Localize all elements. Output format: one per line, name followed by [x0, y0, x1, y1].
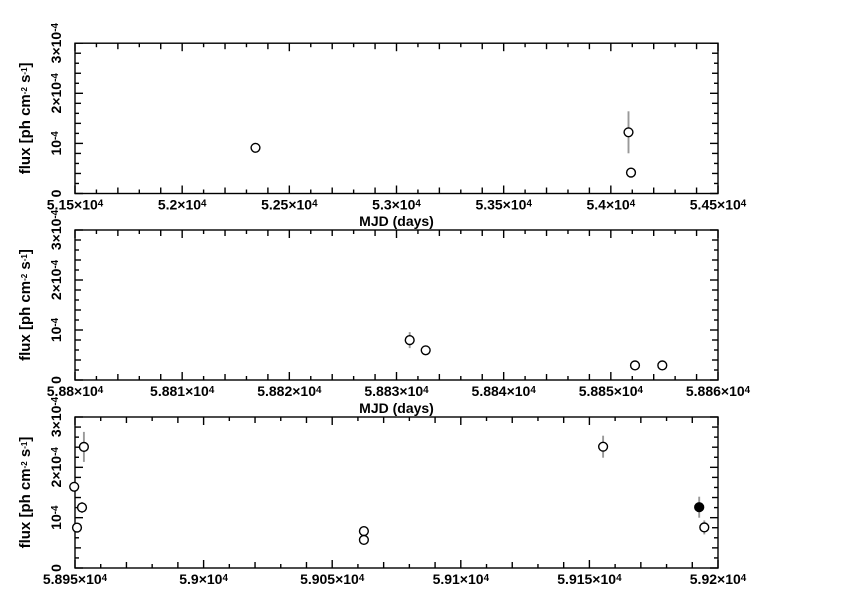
svg-text:5.4×104: 5.4×104 — [586, 197, 635, 213]
svg-text:5.895×104: 5.895×104 — [43, 571, 108, 587]
svg-text:0: 0 — [48, 564, 64, 572]
svg-text:5.9×104: 5.9×104 — [179, 571, 228, 587]
svg-text:0: 0 — [48, 189, 64, 197]
svg-text:flux [ph cm-2 s-1]: flux [ph cm-2 s-1] — [17, 62, 34, 174]
svg-text:flux [ph cm-2 s-1]: flux [ph cm-2 s-1] — [17, 437, 34, 549]
svg-text:5.885×104: 5.885×104 — [579, 383, 644, 399]
svg-text:5.884×104: 5.884×104 — [472, 383, 537, 399]
svg-text:5.25×104: 5.25×104 — [261, 197, 318, 213]
svg-text:MJD (days): MJD (days) — [359, 400, 434, 416]
svg-text:MJD (days): MJD (days) — [359, 213, 434, 229]
svg-text:5.915×104: 5.915×104 — [557, 571, 622, 587]
svg-text:5.45×104: 5.45×104 — [690, 197, 747, 213]
svg-text:5.92×104: 5.92×104 — [690, 571, 747, 587]
svg-text:5.3×104: 5.3×104 — [372, 197, 421, 213]
svg-text:flux [ph cm-2 s-1]: flux [ph cm-2 s-1] — [17, 249, 34, 361]
svg-text:5.2×104: 5.2×104 — [158, 197, 207, 213]
svg-text:5.35×104: 5.35×104 — [475, 197, 532, 213]
svg-text:5.91×104: 5.91×104 — [433, 571, 490, 587]
svg-text:5.905×104: 5.905×104 — [300, 571, 365, 587]
svg-text:5.88×104: 5.88×104 — [47, 383, 104, 399]
svg-text:5.882×104: 5.882×104 — [257, 383, 322, 399]
svg-text:0: 0 — [48, 376, 64, 384]
svg-text:5.881×104: 5.881×104 — [150, 383, 215, 399]
svg-text:5.886×104: 5.886×104 — [686, 383, 751, 399]
svg-text:5.883×104: 5.883×104 — [364, 383, 429, 399]
